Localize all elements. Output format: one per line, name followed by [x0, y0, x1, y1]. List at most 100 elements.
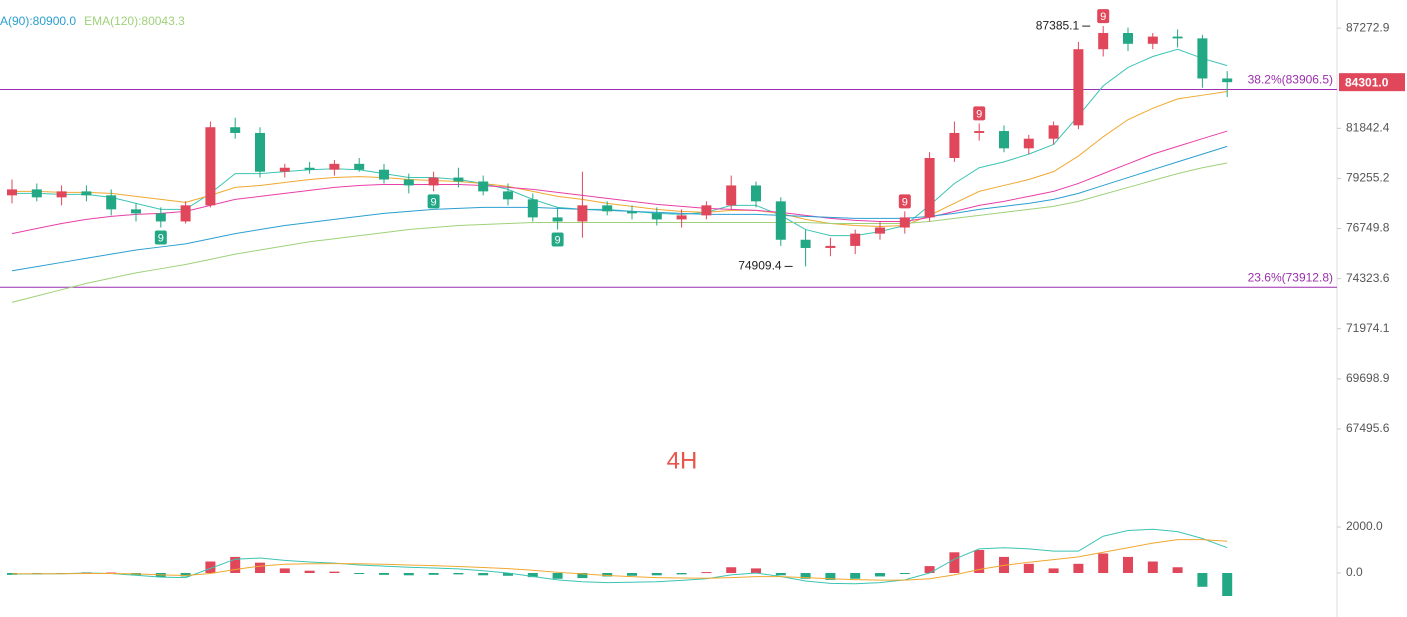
fib-label: 23.6%(73912.8) — [1248, 270, 1333, 284]
macd-bar — [527, 573, 538, 578]
candle-body — [131, 209, 141, 214]
candle-body — [974, 131, 985, 133]
candle-body — [279, 167, 290, 172]
macd-bar — [825, 573, 836, 580]
td-marker: 9 — [431, 196, 437, 208]
y-tick-label: 87272.9 — [1346, 20, 1390, 34]
macd-bar — [403, 573, 414, 576]
candle-body — [651, 213, 662, 220]
macd-bar — [676, 573, 687, 575]
candle-body — [602, 205, 613, 212]
macd-bar — [899, 573, 910, 575]
candle-body — [726, 185, 737, 206]
y-tick-label: 79255.2 — [1346, 171, 1390, 185]
macd-bar — [453, 573, 464, 575]
fib-label: 38.2%(83906.5) — [1248, 73, 1333, 87]
td-marker-box — [898, 194, 911, 209]
candle-body — [1098, 32, 1109, 50]
candle-body — [701, 205, 712, 216]
td-marker-box — [154, 230, 167, 245]
watermark: 4H — [667, 447, 698, 474]
macd-bar — [800, 573, 811, 579]
candle-body — [81, 191, 92, 196]
last-price-label: 84301.0 — [1345, 75, 1389, 89]
macd-bar — [850, 573, 861, 579]
td-marker-box — [551, 232, 564, 247]
td-marker-box — [973, 106, 986, 121]
macd-bar — [329, 571, 340, 574]
td-marker: 9 — [976, 108, 982, 120]
macd-bar — [1222, 573, 1233, 597]
indicator-line — [11, 162, 1228, 303]
candle-body — [205, 127, 216, 206]
td-marker-box — [427, 194, 440, 209]
macd-bar — [751, 568, 761, 574]
macd-bar — [205, 561, 216, 574]
y-tick-label: 81842.4 — [1346, 120, 1390, 134]
macd-bar — [428, 573, 439, 575]
candle-body — [304, 167, 315, 170]
candle-body — [31, 189, 42, 198]
indicator-line — [11, 528, 1228, 585]
indicator-line — [12, 90, 1228, 228]
macd-bar — [701, 572, 712, 574]
legend-entry: A(90):80900.0 — [0, 14, 76, 28]
macd-bar — [180, 573, 191, 577]
td-marker: 9 — [1100, 11, 1106, 23]
candle-body — [949, 132, 960, 159]
candle-body — [751, 185, 761, 202]
candle-body — [428, 177, 439, 186]
macd-bar — [354, 573, 365, 575]
macd-bar — [602, 573, 613, 577]
extreme-label: 74909.4 — [738, 259, 782, 273]
candle-body — [106, 195, 117, 210]
indicator-line — [11, 145, 1228, 272]
macd-bar — [304, 570, 315, 574]
td-marker: 9 — [158, 232, 164, 244]
candle-body — [875, 227, 885, 234]
macd-bar — [1147, 561, 1158, 574]
candle-body — [7, 189, 17, 196]
macd-bar — [230, 556, 241, 574]
candle-body — [56, 191, 67, 198]
candle-body — [478, 181, 489, 192]
macd-bar — [1073, 563, 1084, 574]
macd-bar — [478, 573, 489, 576]
y-tick-label: 74323.6 — [1346, 271, 1390, 285]
macd-bar — [775, 573, 786, 576]
macd-bar — [974, 550, 985, 574]
candle-body — [1172, 36, 1183, 39]
candle-body — [354, 163, 365, 170]
macd-bar — [379, 573, 389, 575]
td-marker-box — [1097, 9, 1110, 24]
candle-body — [775, 201, 786, 240]
candle-body — [453, 177, 464, 182]
last-price-box — [1339, 73, 1405, 92]
macd-bar — [1123, 556, 1133, 574]
legend-entry: EMA(120):80043.3 — [84, 14, 185, 28]
macd-bar — [726, 567, 737, 574]
macd-bar — [1048, 568, 1059, 574]
candle-body — [627, 211, 637, 214]
candle-body — [825, 245, 836, 248]
candle-body — [676, 215, 687, 220]
macd-bar — [577, 573, 588, 579]
candle-body — [230, 127, 241, 133]
candle-body — [403, 179, 414, 186]
candle-body — [1048, 125, 1059, 139]
candle-body — [850, 233, 861, 246]
macd-bar — [875, 573, 885, 577]
candle-body — [924, 158, 935, 218]
macd-bar — [924, 566, 935, 574]
y-tick-label: 76749.8 — [1346, 221, 1390, 235]
candle-body — [999, 131, 1009, 149]
y-tick-label: 71974.1 — [1346, 321, 1390, 335]
td-marker: 9 — [902, 196, 908, 208]
candle-body — [180, 205, 191, 222]
y-tick-label: 67495.6 — [1346, 421, 1390, 435]
extreme-label: 87385.1 — [1036, 18, 1080, 32]
candle-body — [527, 199, 538, 218]
candle-body — [1123, 32, 1133, 44]
candle-body — [503, 191, 513, 200]
macd-bar — [255, 562, 265, 574]
